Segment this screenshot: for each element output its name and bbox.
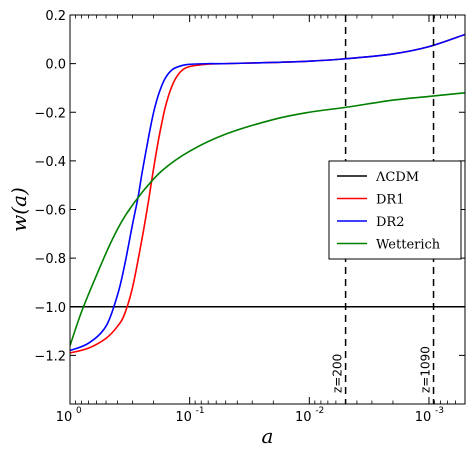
y-tick-label: −0.2 <box>34 106 66 121</box>
legend-box <box>328 160 462 260</box>
x-tick-exponent: 0 <box>76 406 82 416</box>
y-tick-label: −1.2 <box>34 349 66 364</box>
y-tick-label: −0.6 <box>34 204 66 219</box>
axes: 0.20.0−0.2−0.4−0.6−0.8−1.0−1.210 0 10 -1 10-… <box>7 9 466 448</box>
y-tick-label: 0.2 <box>45 9 66 24</box>
legend: ΛCDM DR1 DR2 Wetterich <box>328 160 462 260</box>
y-axis-label: w(a) <box>7 187 31 232</box>
legend-label-0: ΛCDM <box>375 170 419 185</box>
x-axis-label: a <box>262 424 274 448</box>
x-tick-label: 10 <box>175 410 192 425</box>
x-tick-exponent: -1 <box>196 406 205 416</box>
annotation-label-1: z=1090 <box>419 346 433 393</box>
legend-label-1: DR1 <box>376 193 404 208</box>
y-tick-label: −0.8 <box>34 252 66 267</box>
y-tick-label: −1.0 <box>34 301 66 316</box>
series-line-2 <box>70 33 465 352</box>
annotation-label-0: z=200 <box>331 354 345 393</box>
x-tick-label: 10 <box>56 410 73 425</box>
x-tick-label: 10 <box>295 410 312 425</box>
x-tick-exponent: -2 <box>315 406 324 416</box>
legend-label-3: Wetterich <box>376 238 441 253</box>
y-tick-label: 0.0 <box>45 58 66 73</box>
y-tick-label: −0.4 <box>34 155 66 170</box>
x-tick-exponent: -3 <box>435 406 444 416</box>
legend-label-2: DR2 <box>376 215 404 230</box>
series-line-3 <box>70 92 465 346</box>
x-tick-label: 10 <box>415 410 432 425</box>
